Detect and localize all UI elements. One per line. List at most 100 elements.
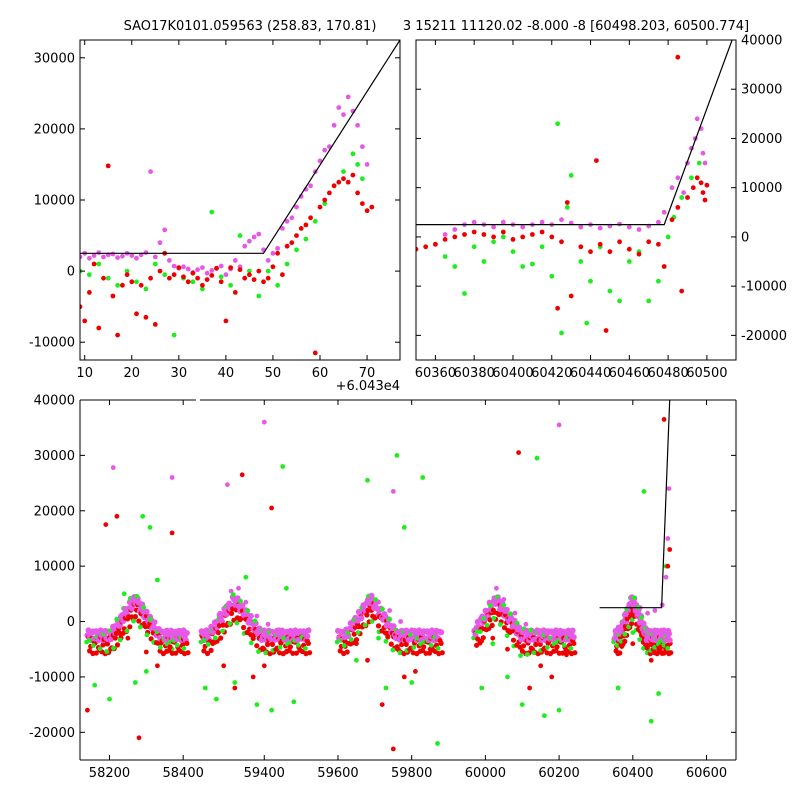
- data-point-green: [92, 682, 98, 688]
- x-tick-label: 40: [218, 366, 235, 381]
- data-point-magenta: [308, 183, 313, 189]
- data-point-red: [322, 197, 328, 203]
- data-point-red: [200, 282, 205, 288]
- data-point-magenta: [305, 627, 312, 634]
- data-point-magenta: [360, 144, 365, 150]
- data-point-green: [341, 643, 347, 648]
- data-point-red: [176, 265, 182, 270]
- data-point-magenta: [390, 489, 396, 494]
- data-point-red: [93, 650, 99, 656]
- data-point-magenta: [265, 258, 271, 263]
- data-point-green: [626, 259, 632, 264]
- data-point-magenta: [115, 255, 120, 260]
- data-point-red: [265, 641, 271, 648]
- data-point-magenta: [143, 250, 149, 256]
- data-point-red: [661, 264, 667, 269]
- x-tick-label: 60000: [465, 766, 506, 781]
- data-point-green: [237, 233, 243, 239]
- data-point-green: [488, 603, 493, 609]
- data-point-magenta: [341, 112, 346, 118]
- plot-background: [80, 40, 400, 360]
- data-point-red: [554, 644, 560, 650]
- data-point-red: [520, 234, 526, 240]
- data-point-red: [96, 325, 102, 331]
- panels: 10 20 30 40 50 60 70 -10000 0 10000 20000 30000 +6.0…: [29, 34, 787, 782]
- x-tick-label: 59800: [391, 766, 432, 781]
- data-point-red: [241, 624, 247, 631]
- data-point-red: [538, 663, 544, 669]
- data-point-magenta: [256, 231, 262, 237]
- data-point-green: [247, 268, 252, 274]
- data-point-red: [214, 265, 219, 271]
- data-point-green: [111, 645, 116, 651]
- x-tick-label: 59600: [317, 766, 358, 781]
- panel-top-right: 6036060380604006042060440604606048060500…: [415, 34, 787, 382]
- data-point-red: [317, 204, 323, 210]
- data-point-green: [322, 201, 328, 207]
- data-point-green: [205, 642, 211, 647]
- data-point-green: [665, 234, 671, 240]
- data-point-red: [124, 272, 130, 278]
- data-point-red: [390, 746, 396, 752]
- data-point-green: [679, 195, 685, 200]
- data-point-red: [636, 251, 642, 257]
- data-point-red: [331, 183, 337, 189]
- data-point-magenta: [242, 243, 248, 249]
- data-point-green: [243, 574, 249, 580]
- data-point-magenta: [331, 122, 337, 128]
- data-point-red: [232, 290, 238, 295]
- data-point-magenta: [556, 422, 562, 428]
- data-point-red: [112, 635, 118, 641]
- x-tick-label: 60400: [492, 366, 533, 381]
- data-point-red: [413, 669, 418, 674]
- data-point-green: [171, 332, 177, 338]
- y-tick-label: 10000: [34, 560, 75, 575]
- data-point-red: [171, 272, 177, 278]
- data-point-magenta: [569, 627, 576, 634]
- data-point-red: [510, 637, 517, 643]
- x-tick-label: 70: [359, 366, 376, 381]
- season-cluster: [471, 594, 578, 658]
- panel-bottom: 58200 58400 59400 59600 59800 60000 60200 60400…: [29, 394, 737, 781]
- data-point-magenta: [152, 254, 158, 260]
- data-point-green: [380, 606, 385, 612]
- data-point-green: [365, 477, 370, 483]
- data-point-red: [665, 563, 671, 569]
- data-point-red: [228, 610, 235, 617]
- data-point-green: [162, 272, 168, 278]
- model-line: [80, 40, 400, 254]
- data-point-red: [533, 641, 539, 648]
- data-point-green: [245, 608, 251, 613]
- data-point-magenta: [358, 615, 365, 622]
- data-point-magenta: [626, 224, 632, 230]
- data-point-green: [401, 525, 407, 530]
- data-point-red: [353, 637, 360, 643]
- data-point-green: [568, 646, 574, 651]
- data-point-red: [549, 674, 555, 680]
- data-point-magenta: [280, 226, 285, 231]
- data-point-red: [568, 293, 574, 299]
- data-point-red: [269, 641, 275, 648]
- y-tick-label: 30000: [741, 83, 782, 98]
- data-point-red: [369, 204, 375, 210]
- data-point-red: [115, 332, 120, 338]
- data-point-red: [204, 650, 211, 657]
- data-point-magenta: [512, 610, 518, 616]
- data-point-red: [265, 275, 271, 281]
- data-point-red: [549, 234, 555, 240]
- data-point-red: [254, 643, 260, 649]
- data-point-red: [539, 229, 545, 235]
- data-point-green: [545, 645, 550, 650]
- data-point-magenta: [169, 475, 175, 480]
- data-point-red: [477, 640, 483, 646]
- data-point-green: [209, 209, 215, 215]
- data-point-red: [218, 279, 224, 285]
- data-point-red: [157, 268, 163, 274]
- data-point-magenta: [218, 263, 224, 269]
- data-point-green: [491, 239, 496, 245]
- data-point-green: [411, 645, 417, 650]
- data-point-magenta: [183, 630, 190, 636]
- data-point-green: [442, 254, 448, 259]
- data-point-magenta: [597, 225, 603, 231]
- data-point-green: [252, 618, 258, 624]
